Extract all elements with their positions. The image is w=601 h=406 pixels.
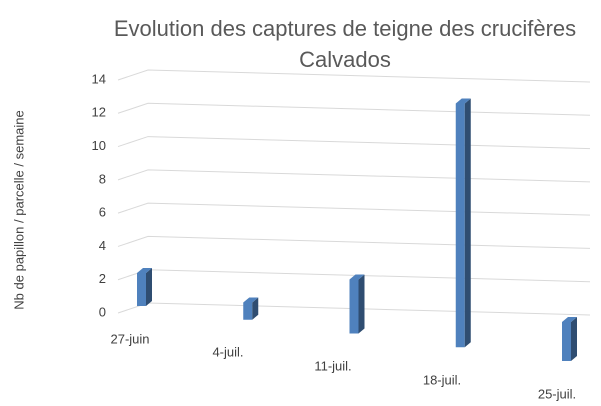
bar [562, 317, 577, 361]
y-tick-label: 4 [99, 238, 106, 253]
x-tick-label: 11-juil. [314, 358, 351, 373]
bar [243, 297, 259, 320]
bar-face [562, 317, 577, 322]
y-tick-label: 6 [99, 205, 106, 220]
y-tick-label: 12 [92, 105, 106, 120]
bar-face [455, 103, 465, 348]
bar-face [349, 274, 365, 280]
bar-face [349, 279, 359, 334]
bar-face [252, 297, 259, 320]
bar-face [571, 317, 577, 361]
bar-face [562, 322, 571, 361]
y-tick-label: 2 [99, 271, 106, 286]
bar [137, 268, 152, 306]
grid-line [117, 202, 591, 216]
y-axis-label: Nb de papillon / parcelle / semaine [11, 110, 26, 309]
bar-face [146, 268, 152, 306]
bar [455, 98, 471, 348]
grid-line [117, 136, 591, 150]
bar [349, 274, 365, 334]
grid-line [117, 69, 591, 83]
bar-face [137, 273, 146, 306]
grid-line [117, 102, 591, 116]
bar-face [358, 274, 365, 334]
x-tick-label: 18-juil. [423, 372, 461, 387]
bar-face [464, 98, 471, 348]
y-tick-label: 14 [92, 71, 106, 86]
x-tick-label: 4-juil. [212, 344, 243, 359]
x-tick-label: 25-juil. [538, 386, 576, 401]
grid-line [117, 235, 591, 249]
x-tick-label: 27-juin [110, 331, 149, 346]
bar-face [243, 297, 259, 303]
bar-face [455, 98, 471, 104]
bar-face [137, 268, 152, 273]
y-tick-label: 10 [92, 138, 106, 153]
y-tick-label: 0 [99, 304, 106, 319]
chart-title: Calvados [299, 47, 391, 72]
grid-line [117, 169, 591, 183]
bar-face [243, 302, 253, 320]
chart-title: Evolution des captures de teigne des cru… [114, 16, 576, 41]
y-tick-label: 8 [99, 171, 106, 186]
